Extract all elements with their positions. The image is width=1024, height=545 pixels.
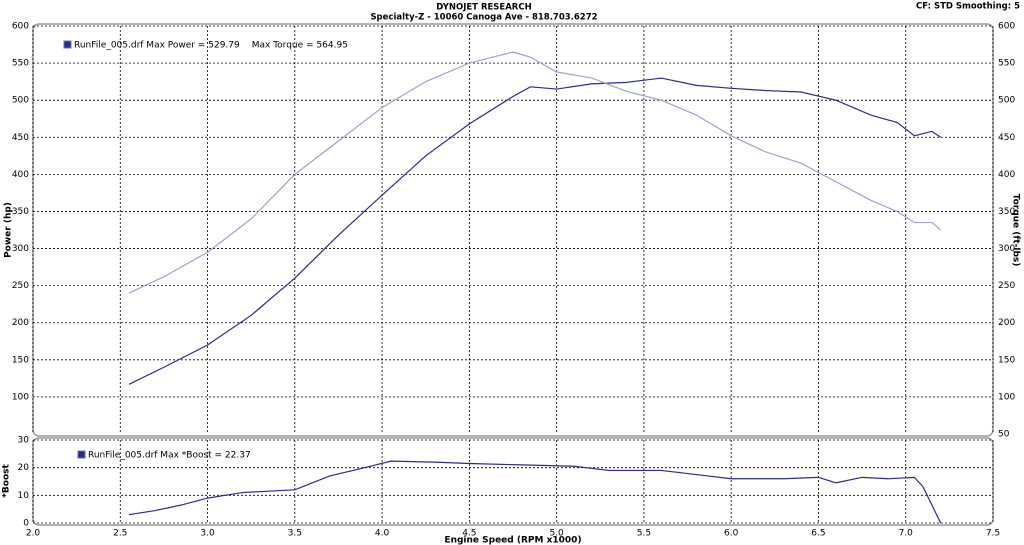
y-tick-label: 0 [23, 519, 29, 529]
y-tick-label: 600 [12, 22, 29, 32]
y-tick-label: 250 [12, 281, 29, 291]
x-axis-label: Engine Speed (RPM x1000) [444, 536, 581, 545]
y2-tick-label: 450 [998, 133, 1015, 143]
x-tick-label: 2.5 [113, 529, 127, 539]
y-tick-label: 100 [12, 392, 29, 402]
y2-tick-label: 600 [998, 22, 1015, 32]
x-tick-label: 7.5 [986, 529, 1000, 539]
x-tick-label: 6.0 [724, 529, 739, 539]
y2-tick-label: 400 [998, 170, 1015, 180]
y-axis-label: Power (hp) [4, 202, 14, 258]
y-tick-label: 10 [18, 491, 30, 501]
x-tick-label: 3.0 [200, 529, 215, 539]
data-line [128, 51, 942, 294]
y2-tick-label: 50 [998, 430, 1010, 440]
x-tick-label: 2.0 [26, 529, 41, 539]
y-tick-label: 450 [12, 133, 29, 143]
chart-subtitle: Specialty-Z - 10060 Canoga Ave - 818.703… [370, 13, 597, 23]
y2-tick-label: 200 [998, 318, 1015, 328]
y2-tick-label: 250 [998, 281, 1015, 291]
data-line [128, 460, 942, 524]
x-tick-label: 3.5 [288, 529, 302, 539]
x-tick-label: 4.0 [375, 529, 390, 539]
y-tick-label: 300 [12, 244, 29, 254]
y-tick-label: 200 [12, 318, 29, 328]
y2-tick-label: 300 [998, 244, 1015, 254]
x-tick-label: 7.0 [899, 529, 914, 539]
x-tick-label: 4.5 [462, 529, 476, 539]
legend-swatch [77, 450, 86, 459]
y-tick-label: 30 [18, 436, 30, 446]
y-tick-label: 550 [12, 59, 29, 69]
chart-title: DYNOJET RESEARCH [436, 3, 531, 13]
y-axis-label: *Boost [2, 464, 12, 498]
y-tick-label: 350 [12, 207, 29, 217]
legend-label: RunFile_005.drf Max *Boost = 22.37 [88, 451, 251, 461]
y2-tick-label: 350 [998, 207, 1015, 217]
legend-label: Max Torque = 564.95 [252, 41, 348, 51]
y-tick-label: 150 [12, 355, 29, 365]
legend-label: RunFile_005.drf Max Power = 529.79 [74, 41, 240, 51]
y2-tick-label: 500 [998, 96, 1015, 106]
y2-tick-label: 150 [998, 355, 1015, 365]
settings-note: CF: STD Smoothing: 5 [916, 2, 1020, 12]
y-tick-label: 500 [12, 96, 29, 106]
legend-swatch [63, 40, 72, 49]
data-line [128, 77, 941, 385]
y2-tick-label: 100 [998, 392, 1015, 402]
y2-axis-label: Torque (ft-lbs) [1011, 194, 1021, 267]
x-tick-label: 5.5 [637, 529, 651, 539]
y2-tick-label: 550 [998, 59, 1015, 69]
y-tick-label: 400 [12, 170, 29, 180]
plot-frame [32, 23, 994, 437]
x-tick-label: 6.5 [811, 529, 825, 539]
x-tick-label: 5.0 [549, 529, 564, 539]
y-tick-label: 20 [18, 463, 30, 473]
